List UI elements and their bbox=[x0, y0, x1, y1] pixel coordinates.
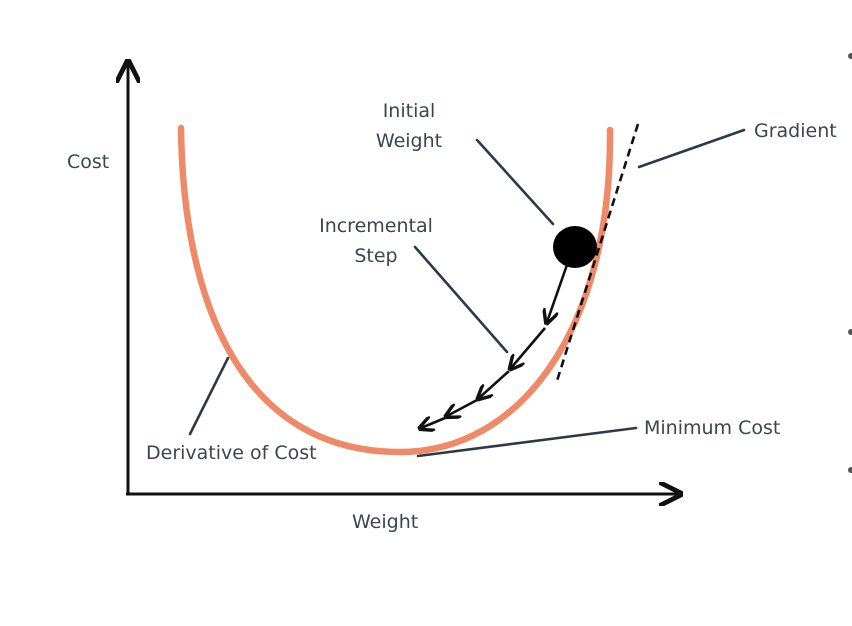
bullet-dot bbox=[848, 467, 852, 473]
bullet-dot bbox=[848, 329, 852, 335]
step-arrow bbox=[547, 261, 570, 322]
initial-weight-leader bbox=[475, 138, 555, 226]
derivative-of-cost-label: Derivative of Cost bbox=[146, 442, 317, 464]
minimum-cost-leader bbox=[416, 426, 638, 458]
step-arrow bbox=[447, 398, 478, 416]
step-arrow bbox=[479, 370, 510, 398]
gradient-leader bbox=[637, 128, 746, 169]
gradient-label: Gradient bbox=[754, 120, 837, 142]
incremental-step-label-line2: Step bbox=[354, 245, 397, 267]
step-arrow bbox=[421, 418, 446, 428]
initial-weight-label-line1: Initial bbox=[383, 100, 436, 122]
x-axis-label: Weight bbox=[352, 511, 418, 533]
gradient-tangent-line bbox=[554, 123, 640, 385]
bullet-dot bbox=[848, 53, 852, 59]
y-axis-label: Cost bbox=[67, 151, 109, 173]
incremental-step-leader bbox=[413, 245, 509, 354]
incremental-step-label-line1: Incremental bbox=[319, 215, 433, 237]
step-arrow bbox=[511, 327, 546, 368]
minimum-cost-label: Minimum Cost bbox=[644, 417, 780, 439]
cost-curve bbox=[177, 124, 614, 456]
derivative-leader bbox=[188, 356, 230, 436]
initial-weight-ball bbox=[553, 226, 597, 268]
initial-weight-label-line2: Weight bbox=[376, 130, 442, 152]
